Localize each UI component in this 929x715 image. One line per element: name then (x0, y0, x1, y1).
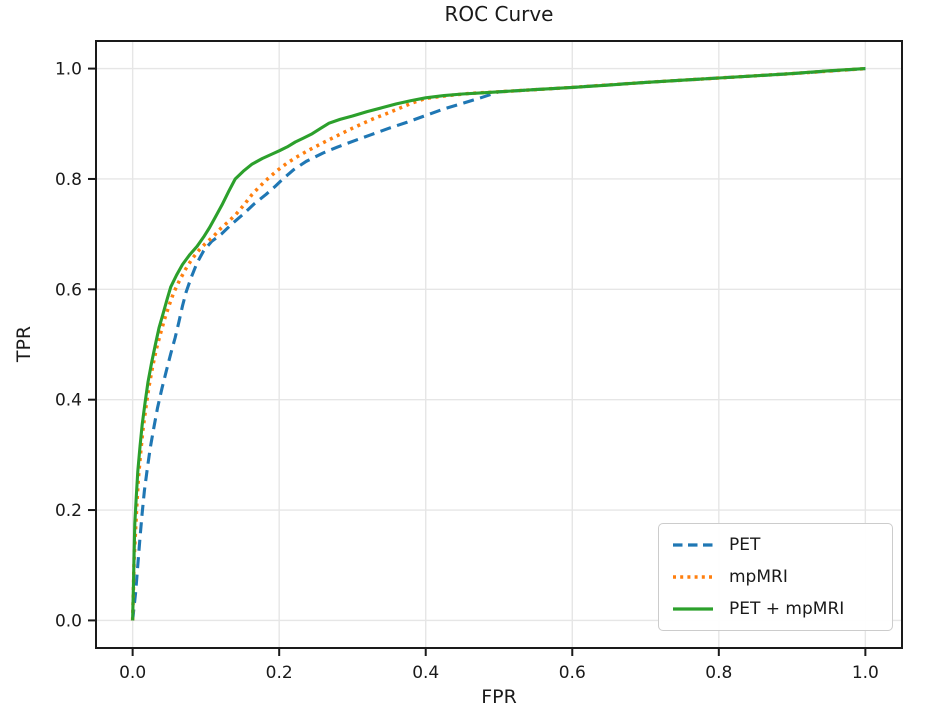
y-tick-label: 0.2 (55, 501, 82, 521)
chart-title: ROC Curve (444, 2, 554, 26)
x-tick-label: 0.2 (266, 663, 293, 683)
y-axis-label: TPR (13, 325, 35, 363)
x-tick-label: 0.4 (412, 663, 439, 683)
x-tick-label: 0.0 (119, 663, 146, 683)
legend-item-pet-mpmri: PET + mpMRI (672, 599, 879, 619)
series-line-pet-mpmri (131, 67, 866, 621)
series-line-pet (131, 67, 866, 621)
legend-item-pet: PET (672, 535, 879, 555)
axes-spines (95, 40, 903, 649)
legend: PET mpMRI PET + mpMRI (658, 523, 893, 631)
y-tick-label: 0.6 (55, 280, 82, 300)
y-tick-label: 0.0 (55, 611, 82, 631)
legend-line-swatch-icon (673, 575, 713, 579)
x-tick-label: 0.8 (705, 663, 732, 683)
legend-label: PET (729, 535, 761, 555)
x-tick-label: 0.6 (559, 663, 586, 683)
y-tick-label: 0.8 (55, 170, 82, 190)
legend-line-swatch-icon (673, 607, 713, 611)
legend-label: PET + mpMRI (729, 599, 845, 619)
legend-label: mpMRI (729, 567, 788, 587)
x-axis-label: FPR (481, 686, 517, 708)
legend-line-swatch-icon (673, 543, 713, 547)
y-tick-label: 0.4 (55, 391, 82, 411)
legend-item-mpmri: mpMRI (672, 567, 879, 587)
x-tick-label: 1.0 (852, 663, 879, 683)
y-tick-label: 1.0 (55, 60, 82, 80)
